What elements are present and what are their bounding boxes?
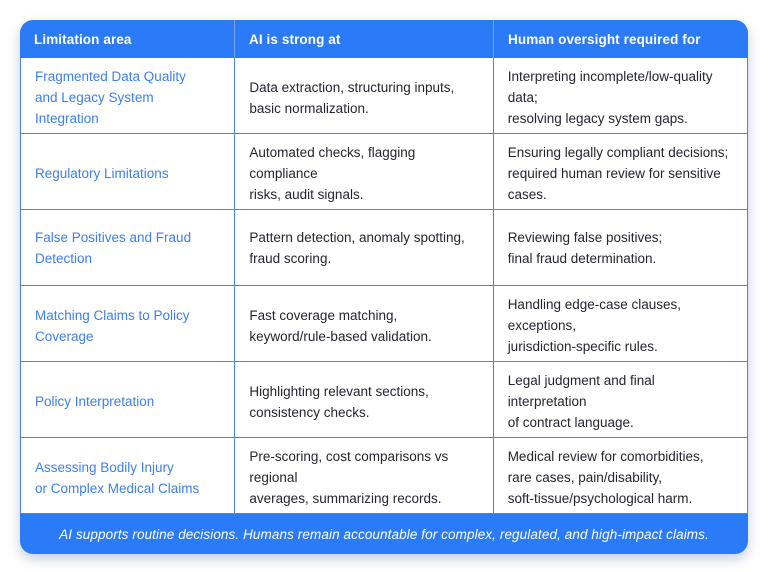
limitation-cell: False Positives and Fraud Detection — [35, 229, 192, 266]
table-footnote: AI supports routine decisions. Humans re… — [20, 514, 748, 554]
header-ai-strong-at: AI is strong at — [234, 20, 493, 58]
table-row: Fragmented Data Quality and Legacy Syste… — [21, 58, 747, 137]
header-limitation-area: Limitation area — [34, 31, 132, 47]
human-oversight-cell: Legal judgment and final interpretation … — [492, 362, 747, 441]
ai-strength-cell: Pre-scoring, cost comparisons vs regiona… — [234, 438, 492, 517]
ai-strength-cell: Data extraction, structuring inputs, bas… — [234, 58, 492, 137]
limitation-cell: Assessing Bodily Injury or Complex Medic… — [35, 459, 200, 496]
ai-strength-cell: Highlighting relevant sections, consiste… — [234, 362, 492, 441]
human-oversight-cell: Reviewing false positives; final fraud d… — [492, 210, 747, 285]
table-row: Assessing Bodily Injury or Complex Medic… — [21, 438, 747, 517]
limitation-cell: Fragmented Data Quality and Legacy Syste… — [35, 69, 186, 126]
human-oversight-cell: Interpreting incomplete/low-quality data… — [492, 58, 747, 137]
table-row: Regulatory Limitations Automated checks,… — [21, 134, 747, 213]
ai-vs-human-oversight-table: Limitation area AI is strong at Human ov… — [20, 20, 748, 554]
table-row: False Positives and Fraud Detection Patt… — [21, 210, 747, 286]
human-oversight-cell: Ensuring legally compliant decisions; re… — [492, 134, 747, 213]
header-human-oversight: Human oversight required for — [493, 20, 748, 58]
table-row: Matching Claims to Policy Coverage Fast … — [21, 286, 747, 365]
limitation-cell: Policy Interpretation — [35, 394, 155, 409]
limitation-cell: Regulatory Limitations — [35, 166, 169, 181]
human-oversight-cell: Medical review for comorbidities, rare c… — [492, 438, 747, 517]
ai-strength-cell: Automated checks, flagging compliance ri… — [234, 134, 492, 213]
table-header-row: Limitation area AI is strong at Human ov… — [20, 20, 748, 58]
table-body: Fragmented Data Quality and Legacy Syste… — [20, 58, 748, 517]
limitation-cell: Matching Claims to Policy Coverage — [35, 307, 190, 344]
ai-strength-cell: Fast coverage matching, keyword/rule-bas… — [234, 286, 492, 365]
table-row: Policy Interpretation Highlighting relev… — [21, 362, 747, 441]
human-oversight-cell: Handling edge-case clauses, exceptions, … — [492, 286, 747, 365]
ai-strength-cell: Pattern detection, anomaly spotting, fra… — [234, 210, 492, 285]
